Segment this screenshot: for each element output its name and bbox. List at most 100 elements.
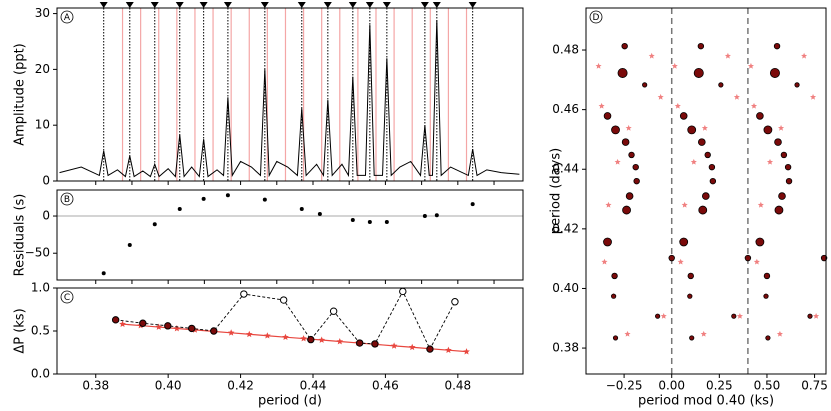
mode-dot [621, 42, 628, 50]
model-star [336, 337, 344, 345]
panel-tag-ring [60, 10, 74, 24]
mode-dot [697, 42, 705, 50]
mode-dot [687, 125, 697, 135]
filled-point [187, 324, 196, 333]
open-point [451, 298, 459, 306]
mode-dot [708, 163, 716, 171]
model-star [778, 124, 785, 131]
mode-dot [731, 313, 737, 319]
y-tick-label: 0.5 [31, 324, 50, 338]
y-tick-label: 20 [35, 62, 50, 76]
mode-dot [698, 205, 708, 215]
peak-marker [323, 2, 332, 8]
mode-dot [687, 272, 694, 280]
mode-dot [702, 192, 710, 200]
peak-marker [432, 2, 441, 8]
y-tick-label: 0.40 [552, 281, 579, 295]
model-star [776, 330, 783, 337]
model-star [701, 124, 708, 131]
residual-point [434, 213, 439, 218]
residual-point [367, 219, 372, 224]
x-tick-label: 0.40 [155, 379, 182, 393]
mode-dot [709, 177, 717, 185]
filled-point [426, 345, 434, 353]
mode-dot [704, 151, 711, 159]
y-tick-label: −50 [25, 246, 50, 260]
filled-point [210, 327, 218, 335]
filled-point [111, 316, 120, 324]
mode-dot [774, 138, 782, 146]
mode-dot [755, 237, 765, 247]
y-tick-label: 0 [42, 209, 50, 223]
plot-frame [56, 189, 524, 281]
mode-dot [698, 138, 706, 146]
model-star [155, 323, 163, 330]
panel-tag-ring [589, 10, 603, 24]
open-point [279, 296, 288, 304]
model-star [595, 62, 602, 69]
x-axis-label: period (d) [258, 394, 322, 409]
model-star [753, 258, 760, 265]
model-star [757, 201, 764, 208]
model-star [733, 93, 740, 100]
mode-dot [784, 163, 792, 171]
mode-dot [628, 151, 635, 159]
y-axis-label: ΔP (ks) [13, 308, 28, 353]
residual-point [470, 202, 475, 207]
panel-tag-ring [60, 290, 74, 304]
plot-frame [56, 7, 524, 182]
model-star [264, 332, 271, 339]
mode-dot [774, 205, 784, 215]
mode-dot [718, 82, 724, 88]
x-tick-label: 0.46 [372, 379, 399, 393]
mode-dot [668, 254, 675, 262]
panel-tag: B [64, 195, 70, 205]
peak-marker [297, 2, 306, 8]
mode-dot [622, 205, 631, 215]
model-star [690, 158, 697, 165]
filled-point [371, 340, 379, 348]
mode-dot [687, 293, 693, 299]
y-tick-label: 0.38 [552, 341, 579, 355]
peak-marker [365, 2, 374, 8]
mode-dot [611, 293, 617, 299]
mode-dot [763, 125, 773, 135]
model-star [282, 333, 289, 341]
mode-dot [820, 254, 828, 262]
open-point [240, 290, 248, 298]
peak-marker [150, 2, 159, 8]
y-axis-label: period (days) [549, 148, 564, 234]
model-star [173, 325, 181, 332]
x-tick-label: 0.25 [706, 379, 733, 393]
x-tick-label: 0.38 [82, 379, 109, 393]
spectrum [59, 20, 520, 178]
model-star [227, 329, 235, 336]
model-star [700, 330, 707, 337]
peak-marker [125, 2, 134, 8]
y-tick-label: 0 [42, 174, 50, 188]
open-point [329, 307, 338, 315]
model-star [605, 201, 612, 208]
y-tick-label: 1.0 [31, 281, 50, 295]
mode-dot [756, 112, 764, 120]
model-star [408, 343, 416, 351]
peak-marker [99, 2, 108, 8]
filled-point [164, 322, 172, 330]
model-star [671, 62, 678, 69]
peak-marker [175, 2, 184, 8]
y-axis-label: Residuals (s) [13, 194, 28, 277]
model-star [463, 348, 470, 355]
y-tick-label: 30 [35, 6, 50, 20]
x-tick-label: 0.50 [754, 379, 781, 393]
residual-point [350, 218, 355, 223]
model-star [736, 312, 743, 319]
mode-dot [679, 112, 688, 120]
mode-dot [632, 163, 639, 171]
residual-point [317, 212, 322, 217]
peak-marker [348, 2, 357, 8]
model-star [598, 102, 605, 109]
peak-marker [468, 2, 477, 8]
x-tick-label: 0.42 [227, 379, 254, 393]
